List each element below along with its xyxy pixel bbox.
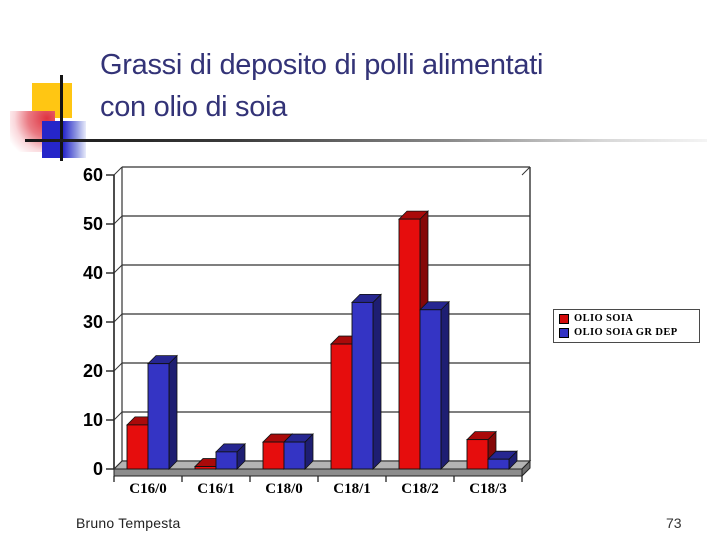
y-axis-label: 20: [83, 361, 103, 381]
bar-olio-soia-c18-1: [330, 343, 353, 470]
bar-olio-soia-gr-dep-c18-2: [419, 309, 442, 470]
y-axis-label: 0: [93, 459, 103, 479]
chart-floor-front: [113, 468, 523, 477]
bar-olio-soia-c16-1: [194, 466, 217, 470]
bar-olio-soia-c18-0: [262, 441, 285, 470]
legend-label: OLIO SOIA: [574, 313, 634, 324]
y-axis-tick-connector: [113, 264, 123, 274]
slide-title-line2: con olio di soia: [100, 91, 288, 123]
bar-olio-soia-gr-dep-c18-0: [283, 441, 306, 470]
legend-label: OLIO SOIA GR DEP: [574, 327, 678, 338]
x-axis-label: C18/0: [265, 481, 303, 497]
y-axis-tick-connector: [113, 460, 123, 470]
footer-author: Bruno Tempesta: [76, 515, 181, 531]
y-axis-tick-connector: [113, 362, 123, 372]
y-axis-label: 50: [83, 214, 103, 234]
legend-item-olio-soia: OLIO SOIA: [559, 313, 695, 324]
top-right-corner-edge: [521, 166, 531, 176]
bar-olio-soia-gr-dep-c16-0-side: [168, 354, 178, 470]
title-separator-line: [25, 139, 707, 142]
slide-number: 73: [666, 515, 682, 531]
chart-legend: OLIO SOIA OLIO SOIA GR DEP: [553, 309, 700, 343]
bar-olio-soia-gr-dep-c18-2-side: [440, 300, 450, 470]
x-axis-label: C16/1: [197, 481, 235, 497]
x-axis-label: C18/3: [469, 481, 507, 497]
y-axis-label: 10: [83, 410, 103, 430]
y-axis-tick-connector: [113, 313, 123, 323]
y-axis-label: 40: [83, 263, 103, 283]
bar-olio-soia-gr-dep-c16-0: [147, 363, 170, 470]
x-axis-label: C16/0: [129, 481, 167, 497]
bar-olio-soia-gr-dep-c18-3: [487, 458, 510, 470]
y-axis-tick-connector: [113, 166, 123, 176]
decor-vertical-line: [60, 75, 63, 161]
corner-decoration: [0, 0, 720, 170]
x-axis-label: C18/1: [333, 481, 371, 497]
bar-olio-soia-gr-dep-c16-1: [215, 451, 238, 470]
y-axis-label: 30: [83, 312, 103, 332]
slide-title-line1: Grassi di deposito di polli alimentati: [100, 49, 544, 81]
bar-olio-soia-c18-3: [466, 439, 489, 470]
slide-title: Grassi di deposito di polli alimentati c…: [100, 44, 700, 128]
bar-olio-soia-gr-dep-c18-1-side: [372, 293, 382, 470]
legend-swatch-red-icon: [559, 313, 569, 324]
y-axis-tick-connector: [113, 215, 123, 225]
bar-olio-soia-c16-0: [126, 424, 149, 470]
y-axis-label: 60: [83, 165, 103, 185]
bar-olio-soia-c18-2: [398, 218, 421, 470]
legend-swatch-blue-icon: [559, 327, 569, 338]
bar-olio-soia-gr-dep-c18-1: [351, 301, 374, 470]
x-axis-label: C18/2: [401, 481, 439, 497]
legend-item-olio-soia-gr-dep: OLIO SOIA GR DEP: [559, 327, 695, 338]
y-axis-tick-connector: [113, 411, 123, 421]
chart-floor-side: [521, 459, 531, 478]
